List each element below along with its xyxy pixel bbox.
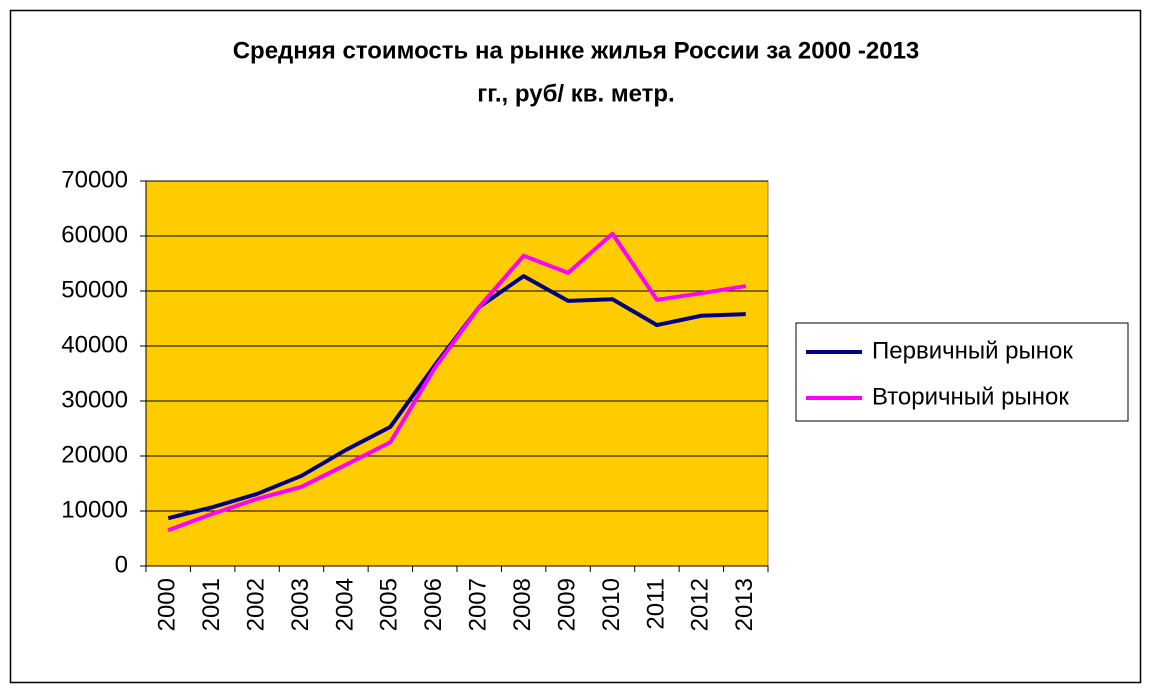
x-tick-label: 2005	[376, 578, 403, 631]
y-tick-label: 30000	[61, 386, 128, 413]
y-tick-label: 0	[115, 551, 128, 578]
chart-title: Средняя стоимость на рынке жилья России …	[233, 37, 920, 64]
x-tick-label: 2002	[242, 578, 269, 631]
x-tick-label: 2000	[154, 578, 181, 631]
y-tick-label: 20000	[61, 441, 128, 468]
y-tick-label: 10000	[61, 496, 128, 523]
x-tick-label: 2009	[553, 578, 580, 631]
series-line	[167, 231, 747, 533]
x-tick-label: 2006	[420, 578, 447, 631]
y-tick-label: 70000	[61, 166, 128, 193]
legend-label: Первичный рынок	[872, 337, 1073, 364]
legend: Первичный рынок Вторичный рынок	[795, 322, 1129, 422]
x-tick-label: 2010	[598, 578, 625, 631]
x-tick-label: 2011	[642, 578, 669, 630]
x-tick-label: 2004	[331, 578, 358, 631]
x-tick-label: 2013	[731, 578, 758, 631]
x-tick-label: 2012	[687, 578, 714, 631]
plot-area	[145, 180, 769, 567]
y-tick-label: 40000	[61, 331, 128, 358]
x-tick-label: 2007	[465, 578, 492, 631]
y-tick-label: 50000	[61, 276, 128, 303]
x-tick-label: 2001	[198, 578, 225, 631]
chart-title: гг., руб/ кв. метр.	[477, 80, 674, 107]
x-tick-label: 2003	[287, 578, 314, 631]
y-tick-label: 60000	[61, 221, 128, 248]
x-tick-label: 2008	[509, 578, 536, 631]
legend-label: Вторичный рынок	[872, 383, 1069, 410]
legend-box	[795, 322, 1129, 422]
